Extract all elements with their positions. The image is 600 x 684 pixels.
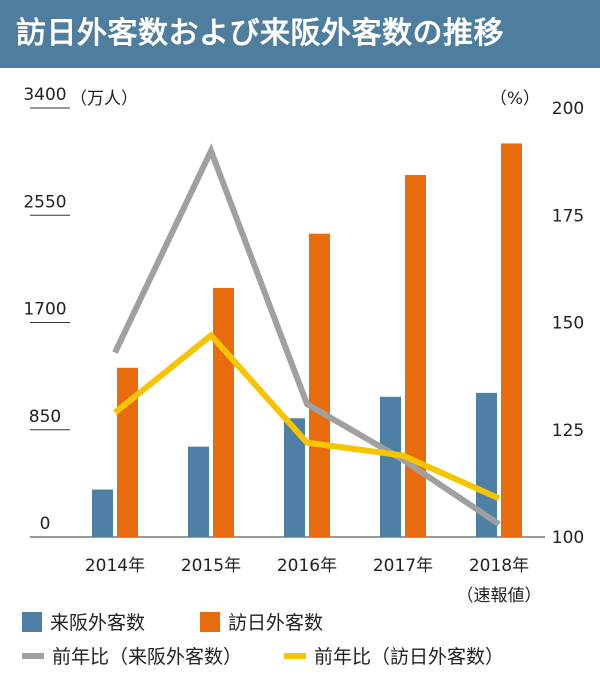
line-yoy-japan — [113, 331, 501, 502]
legend-swatch — [22, 612, 42, 632]
bar-japan — [309, 233, 330, 538]
left-tick-label: 850 — [29, 407, 61, 427]
line-yoy-osaka — [112, 143, 501, 527]
left-tick-label: 1700 — [23, 300, 66, 320]
bar-osaka — [188, 446, 209, 537]
bar-japan — [213, 287, 234, 537]
right-tick-label: 200 — [552, 99, 584, 119]
x-tick-label: 2016年 — [277, 556, 337, 576]
right-tick-label: 175 — [552, 206, 584, 226]
x-tick-label: 2014年 — [85, 556, 145, 576]
left-axis-unit: （万人） — [70, 89, 138, 109]
legend-label: 来阪外客数 — [50, 612, 145, 634]
right-tick-label: 125 — [552, 421, 584, 441]
legend-label: 前年比（訪日外客数） — [314, 646, 504, 668]
combo-chart: 0 850 1700 2550 3400 100 125 150 175 200 （万人） （%） 20… — [22, 85, 584, 668]
x-tick-label: 2015年 — [181, 556, 241, 576]
x-tick-label: 2017年 — [373, 556, 433, 576]
legend-label: 前年比（来阪外客数） — [52, 646, 242, 668]
right-axis-unit: （%） — [490, 89, 540, 109]
bar-osaka — [476, 392, 497, 537]
x-tick-note: （速報値） — [457, 586, 542, 606]
left-tick-label: 0 — [40, 514, 51, 534]
left-tick-label: 2550 — [23, 192, 66, 212]
bar-osaka — [380, 396, 401, 537]
right-tick-label: 150 — [552, 314, 584, 334]
x-tick-label: 2018年 — [469, 556, 529, 576]
bar-osaka — [92, 489, 113, 537]
bar-osaka — [284, 418, 305, 537]
chart-title: 訪日外客数および来阪外客数の推移 — [0, 0, 600, 68]
bar-japan — [501, 143, 522, 537]
bar-japan — [405, 174, 426, 537]
legend-swatch — [200, 612, 220, 632]
right-tick-label: 100 — [552, 528, 584, 548]
legend-label: 訪日外客数 — [228, 612, 323, 634]
left-tick-label: 3400 — [23, 85, 66, 105]
